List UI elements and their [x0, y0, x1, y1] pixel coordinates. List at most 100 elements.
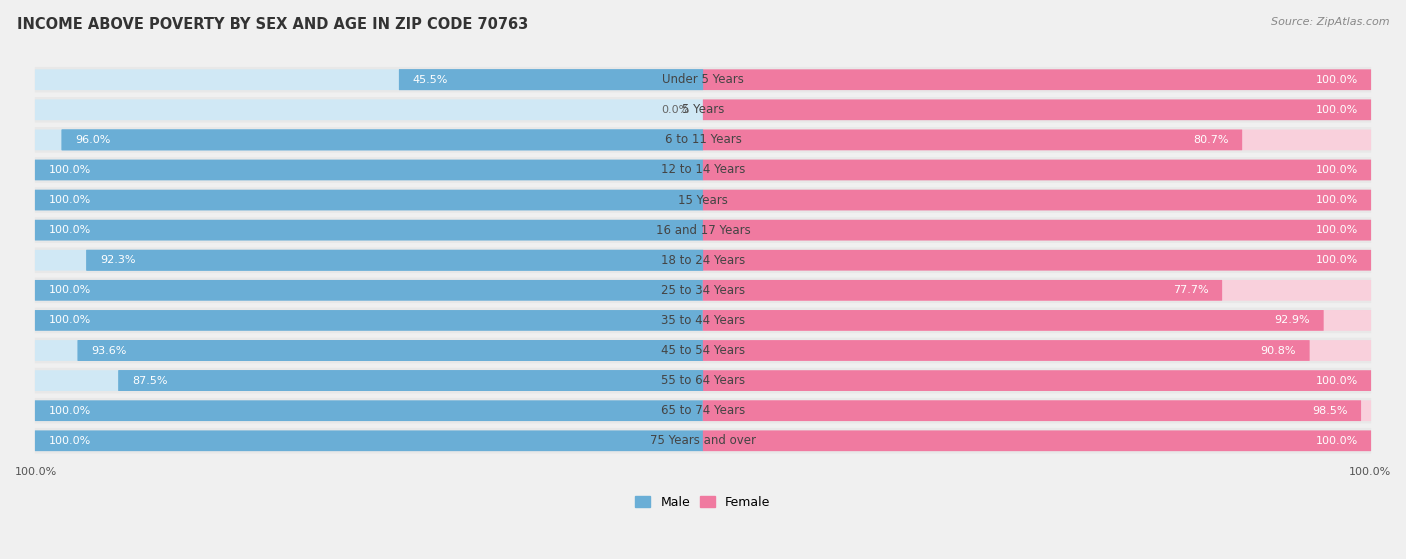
FancyBboxPatch shape [703, 338, 1371, 363]
FancyBboxPatch shape [703, 370, 1371, 391]
FancyBboxPatch shape [703, 67, 1371, 92]
FancyBboxPatch shape [703, 127, 1371, 153]
Text: 5 Years: 5 Years [682, 103, 724, 116]
FancyBboxPatch shape [703, 159, 1371, 181]
FancyBboxPatch shape [35, 127, 703, 153]
FancyBboxPatch shape [399, 69, 703, 90]
Text: 0.0%: 0.0% [661, 105, 689, 115]
FancyBboxPatch shape [703, 428, 1371, 453]
FancyBboxPatch shape [703, 187, 1371, 213]
FancyBboxPatch shape [703, 69, 1371, 90]
FancyBboxPatch shape [35, 187, 703, 213]
FancyBboxPatch shape [703, 217, 1371, 243]
FancyBboxPatch shape [62, 130, 703, 150]
Text: 100.0%: 100.0% [48, 225, 90, 235]
FancyBboxPatch shape [703, 97, 1371, 122]
FancyBboxPatch shape [703, 130, 1371, 150]
Text: 80.7%: 80.7% [1194, 135, 1229, 145]
Text: 16 and 17 Years: 16 and 17 Years [655, 224, 751, 236]
Text: 65 to 74 Years: 65 to 74 Years [661, 404, 745, 417]
Text: 100.0%: 100.0% [48, 285, 90, 295]
FancyBboxPatch shape [703, 277, 1371, 303]
Text: 35 to 44 Years: 35 to 44 Years [661, 314, 745, 327]
FancyBboxPatch shape [35, 159, 703, 181]
Text: 15 Years: 15 Years [678, 193, 728, 207]
FancyBboxPatch shape [35, 250, 703, 271]
Text: 100.0%: 100.0% [1348, 467, 1391, 477]
FancyBboxPatch shape [703, 190, 1371, 210]
FancyBboxPatch shape [35, 217, 703, 243]
FancyBboxPatch shape [703, 100, 1371, 120]
FancyBboxPatch shape [703, 310, 1371, 331]
Text: Source: ZipAtlas.com: Source: ZipAtlas.com [1271, 17, 1389, 27]
FancyBboxPatch shape [703, 307, 1371, 333]
Text: Under 5 Years: Under 5 Years [662, 73, 744, 86]
Text: 100.0%: 100.0% [1316, 165, 1358, 175]
FancyBboxPatch shape [118, 370, 703, 391]
FancyBboxPatch shape [703, 340, 1309, 361]
FancyBboxPatch shape [703, 310, 1323, 331]
FancyBboxPatch shape [35, 248, 703, 273]
Text: 100.0%: 100.0% [1316, 255, 1358, 265]
Text: 77.7%: 77.7% [1173, 285, 1209, 295]
FancyBboxPatch shape [703, 340, 1371, 361]
Text: 18 to 24 Years: 18 to 24 Years [661, 254, 745, 267]
Text: 100.0%: 100.0% [1316, 75, 1358, 85]
FancyBboxPatch shape [703, 220, 1371, 240]
Text: 96.0%: 96.0% [75, 135, 111, 145]
FancyBboxPatch shape [35, 277, 703, 303]
FancyBboxPatch shape [703, 368, 1371, 394]
Text: 100.0%: 100.0% [1316, 225, 1358, 235]
FancyBboxPatch shape [86, 250, 703, 271]
Text: 100.0%: 100.0% [15, 467, 58, 477]
Text: 55 to 64 Years: 55 to 64 Years [661, 374, 745, 387]
Text: 100.0%: 100.0% [48, 406, 90, 416]
Text: 6 to 11 Years: 6 to 11 Years [665, 134, 741, 146]
FancyBboxPatch shape [35, 368, 703, 394]
FancyBboxPatch shape [35, 220, 703, 240]
Text: INCOME ABOVE POVERTY BY SEX AND AGE IN ZIP CODE 70763: INCOME ABOVE POVERTY BY SEX AND AGE IN Z… [17, 17, 529, 32]
FancyBboxPatch shape [703, 398, 1371, 424]
Legend: Male, Female: Male, Female [630, 491, 776, 514]
Text: 100.0%: 100.0% [48, 195, 90, 205]
Text: 92.3%: 92.3% [100, 255, 135, 265]
Text: 98.5%: 98.5% [1312, 406, 1347, 416]
FancyBboxPatch shape [35, 430, 703, 451]
FancyBboxPatch shape [118, 370, 703, 391]
FancyBboxPatch shape [35, 280, 703, 301]
FancyBboxPatch shape [35, 69, 703, 90]
FancyBboxPatch shape [703, 130, 1241, 150]
Text: 100.0%: 100.0% [1316, 105, 1358, 115]
Text: 100.0%: 100.0% [48, 436, 90, 446]
FancyBboxPatch shape [703, 280, 1371, 301]
Text: 90.8%: 90.8% [1261, 345, 1296, 356]
FancyBboxPatch shape [703, 157, 1371, 183]
Text: 100.0%: 100.0% [1316, 376, 1358, 386]
FancyBboxPatch shape [399, 69, 703, 90]
Text: 100.0%: 100.0% [1316, 436, 1358, 446]
Text: 12 to 14 Years: 12 to 14 Years [661, 163, 745, 177]
Text: 100.0%: 100.0% [48, 315, 90, 325]
FancyBboxPatch shape [35, 97, 703, 122]
FancyBboxPatch shape [35, 157, 703, 183]
FancyBboxPatch shape [35, 67, 703, 92]
FancyBboxPatch shape [77, 340, 703, 361]
FancyBboxPatch shape [62, 130, 703, 150]
FancyBboxPatch shape [35, 340, 703, 361]
Text: 45.5%: 45.5% [412, 75, 449, 85]
Text: 92.9%: 92.9% [1275, 315, 1310, 325]
FancyBboxPatch shape [35, 428, 703, 453]
FancyBboxPatch shape [77, 340, 703, 361]
FancyBboxPatch shape [703, 400, 1371, 421]
Text: 75 Years and over: 75 Years and over [650, 434, 756, 447]
FancyBboxPatch shape [86, 250, 703, 271]
Text: 93.6%: 93.6% [91, 345, 127, 356]
FancyBboxPatch shape [35, 398, 703, 424]
FancyBboxPatch shape [703, 400, 1361, 421]
Text: 100.0%: 100.0% [1316, 195, 1358, 205]
FancyBboxPatch shape [35, 130, 703, 150]
FancyBboxPatch shape [35, 307, 703, 333]
Text: 100.0%: 100.0% [48, 165, 90, 175]
FancyBboxPatch shape [703, 430, 1371, 451]
FancyBboxPatch shape [35, 400, 703, 421]
